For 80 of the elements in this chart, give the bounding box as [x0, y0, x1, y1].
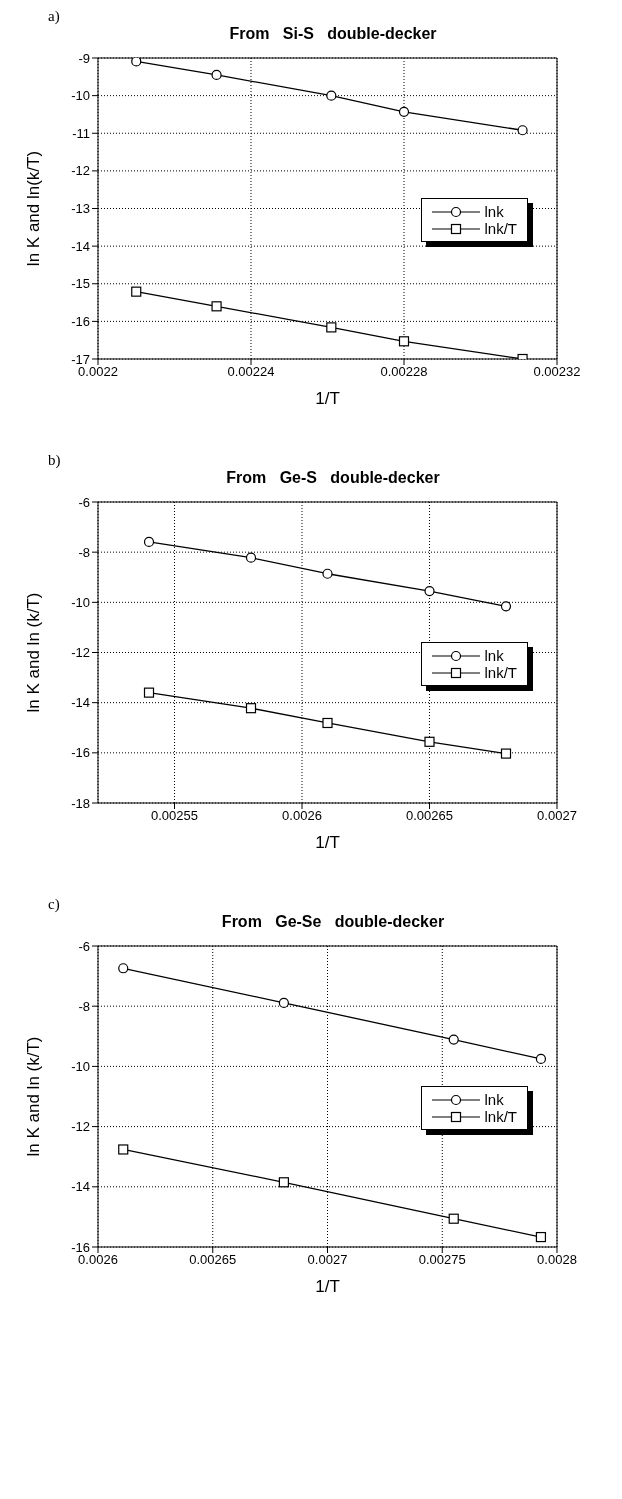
x-tick-label: 0.00275 [418, 1252, 466, 1268]
y-tick-label: -10 [71, 1059, 90, 1075]
point [517, 125, 528, 136]
legend-label: lnk [484, 647, 504, 664]
point [131, 58, 142, 67]
y-tick-label: -8 [78, 998, 90, 1014]
point [448, 1213, 459, 1224]
legend-label: lnk/T [484, 664, 517, 681]
x-tick-label: 0.00265 [189, 1252, 237, 1268]
y-tick-label: -12 [71, 645, 90, 661]
text: b) [48, 452, 62, 469]
legend-label: lnk/T [484, 220, 517, 237]
y-tick-label: -16 [71, 1239, 90, 1255]
x-tick-label: 0.0028 [537, 1252, 577, 1268]
x-tick-label: 0.0027 [307, 1252, 348, 1268]
point [535, 1231, 547, 1243]
y-axis-title: ln K and ln (k/T) [24, 592, 44, 713]
x-tick-label: 0.00265 [406, 808, 453, 824]
point [118, 1144, 129, 1155]
point [211, 301, 222, 312]
y-tick-label: -12 [71, 163, 90, 179]
point [278, 997, 289, 1008]
point [535, 1053, 547, 1064]
text: c) [48, 896, 61, 913]
point [211, 69, 222, 81]
y-axis-title: ln K and ln (k/T) [24, 1036, 44, 1157]
point [500, 748, 512, 759]
legend-label: lnk [484, 1091, 504, 1108]
x-axis-title: 1/T [315, 1277, 340, 1296]
y-tick-label: -17 [71, 351, 90, 367]
x-tick-label: 0.0027 [537, 808, 577, 824]
x-tick-label: 0.00224 [227, 364, 275, 380]
x-tick-label: 0.00232 [533, 364, 581, 380]
y-axis-title: ln K and ln(k/T) [24, 150, 44, 267]
point [131, 286, 142, 297]
point [143, 687, 155, 698]
y-tick-label: -14 [71, 1179, 90, 1195]
point [245, 703, 257, 714]
chart-title: From Ge-Se double-decker [220, 913, 446, 931]
point [398, 336, 410, 347]
y-tick-label: -14 [71, 695, 90, 711]
x-tick-label: 0.0026 [78, 1252, 118, 1268]
legend-label: lnk/T [484, 1108, 517, 1125]
y-tick-label: -10 [71, 88, 90, 104]
x-tick-label: 0.00228 [380, 364, 428, 380]
point [448, 1034, 459, 1045]
point [322, 717, 333, 729]
y-tick-label: -14 [71, 238, 90, 254]
point [424, 736, 435, 747]
legend-label: lnk [484, 203, 504, 220]
y-tick-label: -15 [71, 276, 90, 292]
chart-title: From Si-S double-decker [228, 25, 438, 43]
point [143, 536, 155, 547]
y-tick-label: -16 [71, 313, 90, 329]
x-tick-label: 0.00255 [151, 808, 198, 824]
point [326, 90, 337, 101]
y-tick-label: -10 [71, 594, 90, 610]
x-tick-label: 0.0022 [78, 364, 118, 380]
y-tick-label: -6 [78, 494, 90, 510]
point [398, 106, 410, 117]
y-tick-label: -11 [72, 125, 90, 141]
chart-title: From Ge-S double-decker [225, 469, 441, 487]
y-tick-label: -12 [71, 1119, 90, 1135]
x-axis-title: 1/T [315, 833, 340, 852]
text: a) [48, 8, 61, 25]
point [322, 568, 333, 579]
point [424, 585, 435, 597]
y-tick-label: -8 [78, 544, 90, 560]
point [326, 322, 337, 333]
x-axis-title: 1/T [315, 389, 340, 408]
point [278, 1177, 289, 1188]
point [245, 552, 257, 563]
x-tick-label: 0.0026 [282, 808, 322, 824]
y-tick-label: -16 [71, 745, 90, 761]
point [500, 601, 512, 612]
y-tick-label: -6 [78, 938, 90, 954]
point [118, 963, 129, 974]
y-tick-label: -18 [71, 795, 90, 811]
y-tick-label: -13 [71, 201, 90, 217]
y-tick-label: -9 [78, 50, 90, 66]
